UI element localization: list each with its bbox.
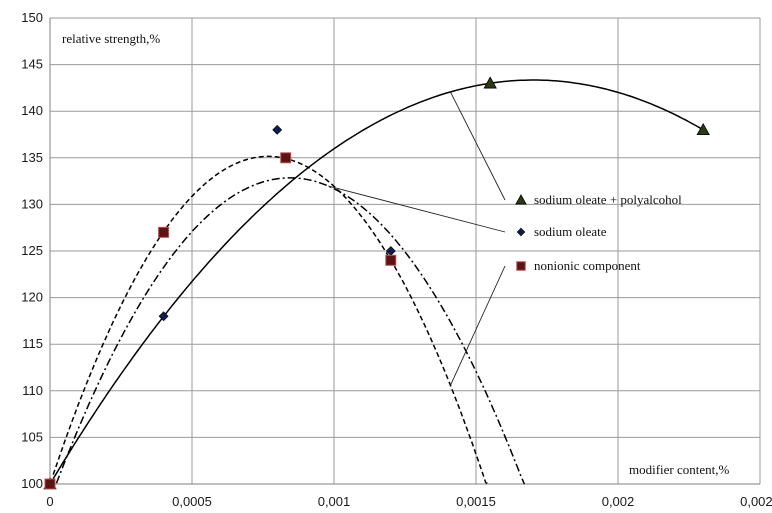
x-tick-label: 0,002 <box>602 494 635 509</box>
y-tick-label: 150 <box>21 10 43 25</box>
grid <box>49 17 761 485</box>
data-point-triangle <box>696 123 710 136</box>
y-tick-label: 125 <box>21 243 43 258</box>
data-point-square <box>44 478 56 490</box>
legend-leader-lines <box>328 91 506 386</box>
x-axis-label: modifier content,% <box>629 462 730 477</box>
x-tick-label: 0,0005 <box>172 494 212 509</box>
x-tick-label: 0 <box>46 494 53 509</box>
data-point-diamond <box>158 311 169 322</box>
legend-marker <box>516 261 526 271</box>
data-point-diamond <box>272 124 283 135</box>
legend-marker <box>515 194 527 205</box>
legend-marker <box>516 227 526 237</box>
data-point-triangle <box>483 76 497 89</box>
y-tick-label: 105 <box>21 429 43 444</box>
data-point-square <box>158 226 170 238</box>
y-tick-label: 135 <box>21 150 43 165</box>
data-point-square <box>385 254 397 266</box>
legend-leader-line <box>328 185 506 233</box>
y-tick-label: 110 <box>22 383 43 398</box>
x-tick-label: 0,0025 <box>740 494 772 509</box>
trend-curve-1 <box>52 79 706 479</box>
data-markers <box>43 76 710 490</box>
legend: sodium oleate + polyalcohol sodium oleate… <box>515 192 682 273</box>
trend-curve-2 <box>55 177 526 485</box>
x-tick-label: 0,001 <box>318 494 351 509</box>
y-tick-label: 120 <box>21 290 43 305</box>
y-tick-label: 130 <box>21 196 43 211</box>
tick-labels: 100 105 110 115 120 125 130 135 140 145 150 0 0,0005… <box>21 10 772 509</box>
y-axis-label: relative strength,% <box>62 31 160 46</box>
legend-label: sodium oleate + polyalcohol <box>534 192 682 207</box>
x-tick-label: 0,0015 <box>456 494 496 509</box>
y-tick-label: 145 <box>21 57 43 72</box>
y-tick-label: 115 <box>22 336 43 351</box>
legend-leader-line <box>450 91 506 201</box>
y-tick-label: 100 <box>21 476 43 491</box>
trend-curves <box>52 79 706 485</box>
legend-leader-line <box>450 265 506 386</box>
legend-label: nonionic component <box>534 258 641 273</box>
y-tick-label: 140 <box>21 103 43 118</box>
legend-label: sodium oleate <box>534 224 607 239</box>
trend-curve-3 <box>52 155 490 485</box>
data-point-square <box>280 152 292 164</box>
